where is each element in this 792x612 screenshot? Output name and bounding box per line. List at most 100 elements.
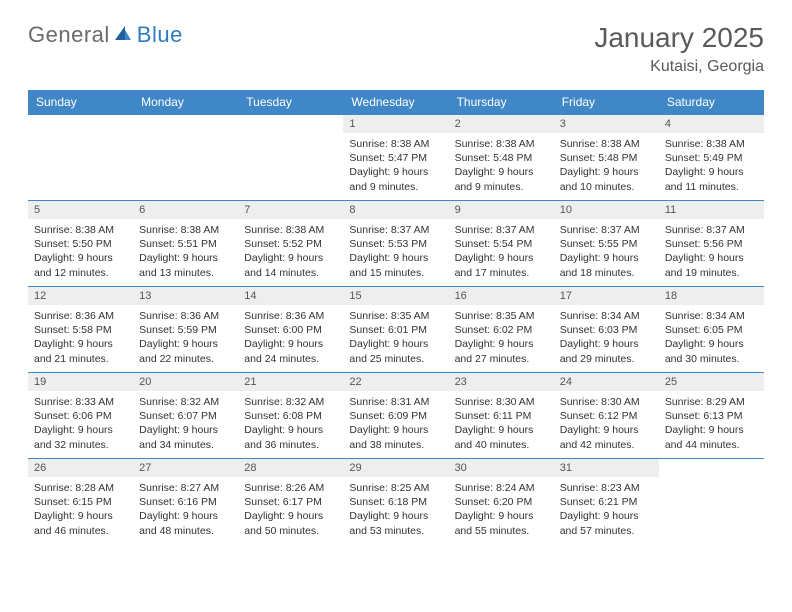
day-number: 2: [449, 115, 554, 133]
day-details: Sunrise: 8:37 AMSunset: 5:53 PMDaylight:…: [343, 219, 448, 284]
calendar-day-cell: 22Sunrise: 8:31 AMSunset: 6:09 PMDayligh…: [343, 373, 448, 459]
calendar-day-cell: 16Sunrise: 8:35 AMSunset: 6:02 PMDayligh…: [449, 287, 554, 373]
day-number: 25: [659, 373, 764, 391]
day-details: Sunrise: 8:30 AMSunset: 6:11 PMDaylight:…: [449, 391, 554, 456]
day-number: 18: [659, 287, 764, 305]
day-details: Sunrise: 8:38 AMSunset: 5:51 PMDaylight:…: [133, 219, 238, 284]
day-details: Sunrise: 8:27 AMSunset: 6:16 PMDaylight:…: [133, 477, 238, 542]
day-number: 5: [28, 201, 133, 219]
day-number: 13: [133, 287, 238, 305]
day-details: Sunrise: 8:37 AMSunset: 5:56 PMDaylight:…: [659, 219, 764, 284]
calendar-day-cell: 7Sunrise: 8:38 AMSunset: 5:52 PMDaylight…: [238, 201, 343, 287]
day-details: Sunrise: 8:38 AMSunset: 5:52 PMDaylight:…: [238, 219, 343, 284]
day-number: 6: [133, 201, 238, 219]
brand-word-general: General: [28, 22, 110, 48]
calendar-day-cell: 3Sunrise: 8:38 AMSunset: 5:48 PMDaylight…: [554, 115, 659, 201]
day-number: 27: [133, 459, 238, 477]
calendar-table: SundayMondayTuesdayWednesdayThursdayFrid…: [28, 90, 764, 545]
day-header: Friday: [554, 90, 659, 115]
day-number: 9: [449, 201, 554, 219]
day-details: Sunrise: 8:34 AMSunset: 6:05 PMDaylight:…: [659, 305, 764, 370]
calendar-day-cell: 18Sunrise: 8:34 AMSunset: 6:05 PMDayligh…: [659, 287, 764, 373]
day-details: Sunrise: 8:30 AMSunset: 6:12 PMDaylight:…: [554, 391, 659, 456]
day-details: Sunrise: 8:38 AMSunset: 5:48 PMDaylight:…: [554, 133, 659, 198]
location-label: Kutaisi, Georgia: [594, 58, 764, 76]
calendar-day-cell: 19Sunrise: 8:33 AMSunset: 6:06 PMDayligh…: [28, 373, 133, 459]
day-number: 1: [343, 115, 448, 133]
day-number: 31: [554, 459, 659, 477]
day-header: Saturday: [659, 90, 764, 115]
day-number: 19: [28, 373, 133, 391]
day-number: 10: [554, 201, 659, 219]
day-number: 23: [449, 373, 554, 391]
day-number: 8: [343, 201, 448, 219]
calendar-day-cell: 25Sunrise: 8:29 AMSunset: 6:13 PMDayligh…: [659, 373, 764, 459]
brand-word-blue: Blue: [137, 22, 183, 48]
day-number: 4: [659, 115, 764, 133]
calendar-day-cell: 4Sunrise: 8:38 AMSunset: 5:49 PMDaylight…: [659, 115, 764, 201]
calendar-week-row: 1Sunrise: 8:38 AMSunset: 5:47 PMDaylight…: [28, 115, 764, 201]
calendar-day-cell: 27Sunrise: 8:27 AMSunset: 6:16 PMDayligh…: [133, 459, 238, 545]
day-details: Sunrise: 8:32 AMSunset: 6:07 PMDaylight:…: [133, 391, 238, 456]
day-header: Thursday: [449, 90, 554, 115]
day-details: Sunrise: 8:38 AMSunset: 5:50 PMDaylight:…: [28, 219, 133, 284]
day-details: Sunrise: 8:24 AMSunset: 6:20 PMDaylight:…: [449, 477, 554, 542]
calendar-day-cell: [133, 115, 238, 201]
day-details: Sunrise: 8:35 AMSunset: 6:02 PMDaylight:…: [449, 305, 554, 370]
day-details: Sunrise: 8:37 AMSunset: 5:54 PMDaylight:…: [449, 219, 554, 284]
day-number: 11: [659, 201, 764, 219]
day-details: Sunrise: 8:34 AMSunset: 6:03 PMDaylight:…: [554, 305, 659, 370]
day-number: 29: [343, 459, 448, 477]
calendar-page: General Blue January 2025 Kutaisi, Georg…: [0, 0, 792, 565]
day-number: 15: [343, 287, 448, 305]
day-details: Sunrise: 8:26 AMSunset: 6:17 PMDaylight:…: [238, 477, 343, 542]
calendar-day-cell: 5Sunrise: 8:38 AMSunset: 5:50 PMDaylight…: [28, 201, 133, 287]
calendar-header-row: SundayMondayTuesdayWednesdayThursdayFrid…: [28, 90, 764, 115]
day-number: 3: [554, 115, 659, 133]
calendar-day-cell: 1Sunrise: 8:38 AMSunset: 5:47 PMDaylight…: [343, 115, 448, 201]
day-number: 24: [554, 373, 659, 391]
day-number: 22: [343, 373, 448, 391]
day-details: Sunrise: 8:31 AMSunset: 6:09 PMDaylight:…: [343, 391, 448, 456]
calendar-day-cell: [659, 459, 764, 545]
calendar-day-cell: 14Sunrise: 8:36 AMSunset: 6:00 PMDayligh…: [238, 287, 343, 373]
calendar-day-cell: 24Sunrise: 8:30 AMSunset: 6:12 PMDayligh…: [554, 373, 659, 459]
calendar-day-cell: [238, 115, 343, 201]
day-number: 12: [28, 287, 133, 305]
day-details: Sunrise: 8:33 AMSunset: 6:06 PMDaylight:…: [28, 391, 133, 456]
day-number: 14: [238, 287, 343, 305]
day-details: Sunrise: 8:28 AMSunset: 6:15 PMDaylight:…: [28, 477, 133, 542]
calendar-day-cell: 23Sunrise: 8:30 AMSunset: 6:11 PMDayligh…: [449, 373, 554, 459]
calendar-day-cell: 11Sunrise: 8:37 AMSunset: 5:56 PMDayligh…: [659, 201, 764, 287]
calendar-day-cell: 12Sunrise: 8:36 AMSunset: 5:58 PMDayligh…: [28, 287, 133, 373]
calendar-week-row: 19Sunrise: 8:33 AMSunset: 6:06 PMDayligh…: [28, 373, 764, 459]
calendar-day-cell: 6Sunrise: 8:38 AMSunset: 5:51 PMDaylight…: [133, 201, 238, 287]
day-details: Sunrise: 8:32 AMSunset: 6:08 PMDaylight:…: [238, 391, 343, 456]
calendar-day-cell: 31Sunrise: 8:23 AMSunset: 6:21 PMDayligh…: [554, 459, 659, 545]
day-details: Sunrise: 8:29 AMSunset: 6:13 PMDaylight:…: [659, 391, 764, 456]
calendar-day-cell: 26Sunrise: 8:28 AMSunset: 6:15 PMDayligh…: [28, 459, 133, 545]
day-header: Sunday: [28, 90, 133, 115]
day-number: 20: [133, 373, 238, 391]
day-details: Sunrise: 8:23 AMSunset: 6:21 PMDaylight:…: [554, 477, 659, 542]
calendar-day-cell: 2Sunrise: 8:38 AMSunset: 5:48 PMDaylight…: [449, 115, 554, 201]
page-header: General Blue January 2025 Kutaisi, Georg…: [28, 22, 764, 76]
day-header: Wednesday: [343, 90, 448, 115]
calendar-week-row: 5Sunrise: 8:38 AMSunset: 5:50 PMDaylight…: [28, 201, 764, 287]
day-details: Sunrise: 8:38 AMSunset: 5:47 PMDaylight:…: [343, 133, 448, 198]
calendar-body: 1Sunrise: 8:38 AMSunset: 5:47 PMDaylight…: [28, 115, 764, 545]
calendar-day-cell: 29Sunrise: 8:25 AMSunset: 6:18 PMDayligh…: [343, 459, 448, 545]
day-number: 7: [238, 201, 343, 219]
calendar-week-row: 12Sunrise: 8:36 AMSunset: 5:58 PMDayligh…: [28, 287, 764, 373]
calendar-day-cell: [28, 115, 133, 201]
day-details: Sunrise: 8:36 AMSunset: 5:58 PMDaylight:…: [28, 305, 133, 370]
day-details: Sunrise: 8:36 AMSunset: 5:59 PMDaylight:…: [133, 305, 238, 370]
day-number: 21: [238, 373, 343, 391]
day-header: Monday: [133, 90, 238, 115]
calendar-day-cell: 17Sunrise: 8:34 AMSunset: 6:03 PMDayligh…: [554, 287, 659, 373]
day-details: Sunrise: 8:35 AMSunset: 6:01 PMDaylight:…: [343, 305, 448, 370]
calendar-day-cell: 13Sunrise: 8:36 AMSunset: 5:59 PMDayligh…: [133, 287, 238, 373]
day-number: 30: [449, 459, 554, 477]
day-details: Sunrise: 8:38 AMSunset: 5:49 PMDaylight:…: [659, 133, 764, 198]
calendar-day-cell: 28Sunrise: 8:26 AMSunset: 6:17 PMDayligh…: [238, 459, 343, 545]
